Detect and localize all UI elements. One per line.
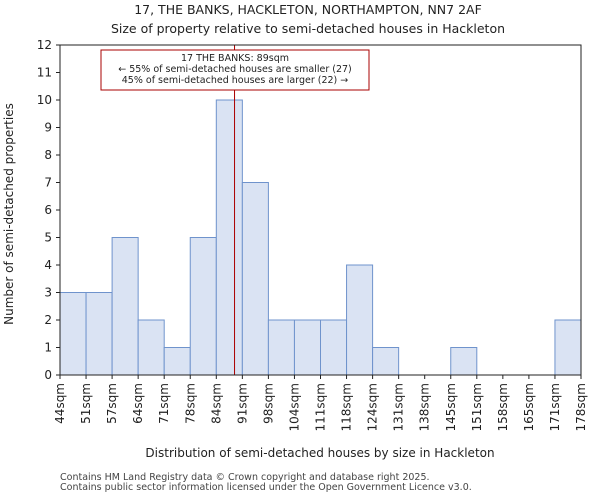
y-tick-label: 8 <box>44 148 52 162</box>
annotation-line-smaller: ← 55% of semi-detached houses are smalle… <box>118 64 352 75</box>
y-tick-label: 7 <box>44 176 52 190</box>
footer-copyright: Contains HM Land Registry data © Crown c… <box>60 472 430 483</box>
x-tick-label: 98sqm <box>261 383 275 424</box>
x-tick-label: 145sqm <box>444 383 458 431</box>
x-tick-label: 51sqm <box>79 383 93 424</box>
bar <box>215 99 243 376</box>
x-tick-label: 91sqm <box>235 383 249 424</box>
x-axis-label: Distribution of semi-detached houses by … <box>145 446 494 460</box>
x-tick-label: 178sqm <box>574 383 588 431</box>
y-tick-label: 5 <box>44 231 52 245</box>
x-tick-label: 131sqm <box>392 383 406 431</box>
y-tick-label: 4 <box>44 258 52 272</box>
y-tick-label: 2 <box>44 313 52 327</box>
x-tick-label: 84sqm <box>209 383 223 424</box>
annotation-line-property: 17 THE BANKS: 89sqm <box>181 53 289 64</box>
x-tick-label: 151sqm <box>470 383 484 431</box>
bar <box>346 264 374 376</box>
bar <box>554 319 582 376</box>
annotation-text: 17 THE BANKS: 89sqm ← 55% of semi-detach… <box>118 53 352 86</box>
x-tick-label: 158sqm <box>496 383 510 431</box>
x-tick-label: 171sqm <box>548 383 562 431</box>
bar <box>372 347 400 376</box>
x-tick-label: 57sqm <box>105 383 119 424</box>
x-tick-label: 118sqm <box>340 383 354 431</box>
y-tick-label: 6 <box>44 203 52 217</box>
x-tick-label: 71sqm <box>157 383 171 424</box>
x-tick-label: 104sqm <box>287 383 301 431</box>
bar <box>450 347 478 376</box>
bar <box>320 319 348 376</box>
y-tick-label: 11 <box>37 66 52 80</box>
x-tick-label: 111sqm <box>314 383 328 431</box>
bar <box>241 182 269 376</box>
annotation-box <box>100 49 370 91</box>
x-tick-label: 138sqm <box>418 383 432 431</box>
y-axis-label: Number of semi-detached properties <box>2 103 16 325</box>
bar <box>59 292 87 376</box>
y-tick-label: 3 <box>44 286 52 300</box>
x-tick-label: 124sqm <box>366 383 380 431</box>
bar <box>85 292 113 376</box>
x-tick-label: 165sqm <box>522 383 536 431</box>
x-tick-label: 78sqm <box>183 383 197 424</box>
bar <box>163 347 191 376</box>
x-tick-label: 44sqm <box>53 383 67 424</box>
footer-licence: Contains public sector information licen… <box>60 482 472 493</box>
x-tick-label: 64sqm <box>131 383 145 424</box>
bar <box>267 319 295 376</box>
annotation-line-larger: 45% of semi-detached houses are larger (… <box>122 75 349 86</box>
bar <box>111 237 139 376</box>
y-tick-label: 10 <box>37 93 52 107</box>
chart-title: 17, THE BANKS, HACKLETON, NORTHAMPTON, N… <box>134 2 482 17</box>
chart-subtitle: Size of property relative to semi-detach… <box>111 21 505 36</box>
y-tick-label: 12 <box>37 38 52 52</box>
bar <box>189 237 217 376</box>
bar <box>293 319 322 376</box>
x-axis: 44sqm 51sqm 57sqm 64sqm 71sqm 78sqm 84sqm 91sqm… <box>53 375 588 431</box>
bar <box>137 319 165 376</box>
plot-frame <box>59 44 582 376</box>
y-tick-label: 0 <box>44 368 52 382</box>
y-tick-label: 1 <box>44 341 52 355</box>
y-tick-label: 9 <box>44 121 52 135</box>
bar-series <box>59 99 582 376</box>
